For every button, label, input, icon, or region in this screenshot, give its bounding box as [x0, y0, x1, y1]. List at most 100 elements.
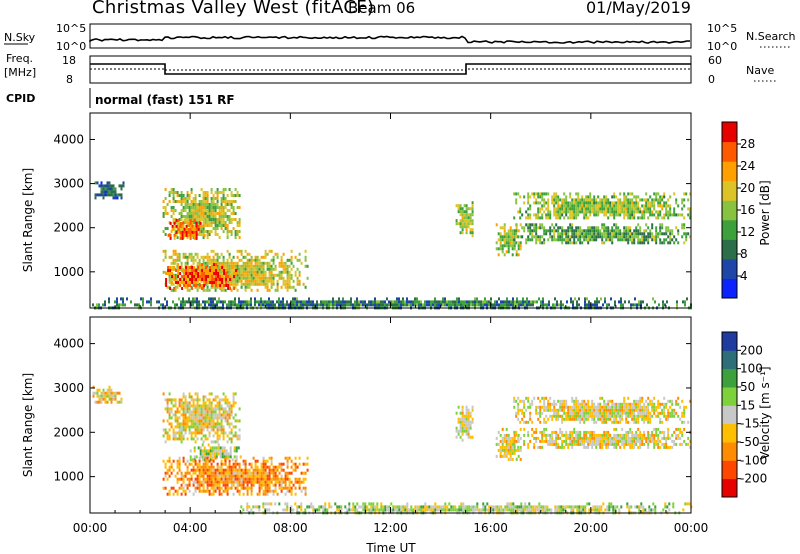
data-cell: [559, 427, 562, 431]
data-cell: [234, 188, 237, 191]
data-cell: [248, 471, 251, 475]
data-cell: [653, 411, 656, 415]
data-cell: [222, 224, 225, 227]
data-cell: [505, 445, 508, 449]
data-cell: [226, 264, 229, 268]
data-cell: [575, 405, 578, 409]
data-cell: [200, 410, 203, 414]
data-cell: [250, 300, 252, 304]
data-cell: [575, 402, 578, 406]
data-cell: [124, 303, 126, 307]
data-cell: [621, 210, 624, 214]
data-cell: [214, 206, 217, 209]
data-cell: [533, 436, 536, 440]
data-cell: [667, 229, 670, 233]
data-cell: [286, 465, 289, 469]
data-cell: [192, 422, 195, 426]
data-cell: [517, 235, 520, 239]
data-cell: [529, 232, 532, 236]
data-cell: [181, 221, 184, 225]
data-cell: [228, 252, 231, 256]
data-cell: [677, 213, 680, 217]
data-cell: [643, 213, 646, 217]
data-cell: [221, 449, 224, 453]
data-cell: [605, 408, 608, 412]
data-cell: [575, 226, 578, 230]
data-cell: [203, 281, 206, 284]
data-cell: [651, 201, 654, 205]
data-cell: [204, 197, 207, 200]
data-cell: [196, 468, 199, 472]
data-cell: [272, 261, 275, 265]
data-cell: [198, 419, 201, 423]
data-cell: [643, 229, 646, 233]
data-cell: [165, 272, 168, 275]
data-cell: [577, 433, 580, 437]
data-cell: [629, 235, 632, 239]
data-cell: [226, 236, 229, 239]
data-cell: [288, 270, 291, 274]
data-cell: [649, 201, 652, 205]
data-cell: [292, 264, 295, 268]
data-cell: [228, 200, 231, 203]
data-cell: [288, 456, 291, 460]
data-cell: [278, 462, 281, 466]
data-cell: [614, 300, 616, 304]
data-cell: [176, 200, 179, 203]
data-cell: [579, 207, 582, 211]
data-cell: [531, 192, 534, 196]
data-cell: [531, 229, 534, 233]
data-cell: [466, 303, 468, 307]
data-cell: [188, 428, 191, 432]
data-cell: [258, 300, 260, 304]
data-cell: [174, 419, 177, 423]
data-cell: [455, 222, 458, 226]
data-cell: [282, 282, 285, 286]
data-cell: [456, 300, 458, 304]
data-cell: [655, 229, 658, 233]
data-cell: [102, 187, 105, 191]
data-cell: [432, 300, 434, 304]
data-cell: [210, 465, 213, 469]
data-cell: [246, 471, 249, 475]
data-cell: [276, 288, 279, 292]
data-cell: [463, 204, 466, 208]
data-cell: [461, 228, 464, 232]
data-cell: [527, 226, 530, 230]
data-cell: [667, 216, 670, 220]
data-cell: [190, 416, 193, 420]
data-cell: [352, 303, 354, 307]
data-cell: [206, 218, 209, 221]
data-cell: [232, 218, 235, 221]
data-cell: [575, 241, 578, 245]
data-cell: [236, 276, 239, 280]
data-cell: [332, 303, 334, 307]
data-cell: [208, 258, 211, 262]
data-cell: [196, 212, 199, 215]
data-cell: [254, 459, 257, 463]
data-cell: [683, 414, 686, 418]
data-cell: [180, 218, 183, 221]
data-cell: [228, 462, 231, 466]
data-cell: [502, 300, 504, 304]
data-cell: [567, 210, 570, 214]
data-cell: [230, 474, 233, 478]
data-cell: [182, 297, 184, 301]
nave-series: [90, 68, 691, 71]
data-cell: [197, 227, 200, 231]
data-cell: [214, 224, 217, 227]
data-cell: [202, 419, 205, 423]
data-cell: [553, 232, 556, 236]
data-cell: [617, 201, 620, 205]
data-cell: [623, 405, 626, 409]
data-cell: [565, 417, 568, 421]
data-cell: [589, 201, 592, 205]
data-cell: [499, 238, 502, 242]
data-cell: [216, 212, 219, 215]
data-cell: [617, 414, 620, 418]
data-cell: [188, 206, 191, 209]
data-cell: [211, 446, 214, 450]
data-cell: [220, 215, 223, 218]
data-cell: [607, 210, 610, 214]
data-cell: [173, 278, 176, 281]
